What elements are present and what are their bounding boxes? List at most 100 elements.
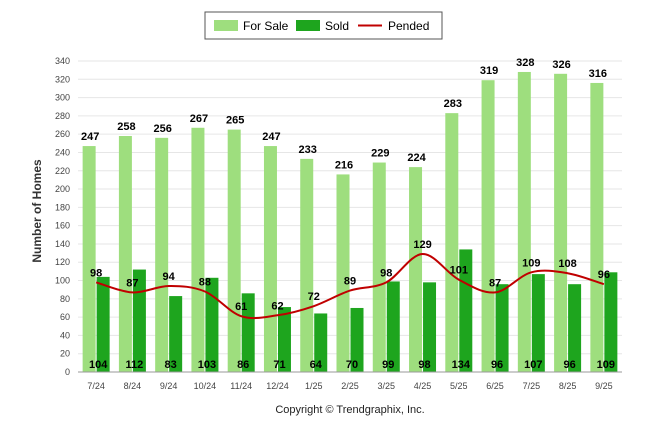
x-tick-label: 9/24 bbox=[160, 381, 178, 391]
label-sold: 112 bbox=[126, 359, 144, 371]
y-tick-label: 140 bbox=[55, 239, 70, 249]
label-pended: 94 bbox=[163, 271, 176, 283]
label-pended: 62 bbox=[271, 300, 283, 312]
bar-sold bbox=[568, 284, 582, 372]
bar-sold bbox=[386, 281, 400, 372]
bar-for-sale bbox=[554, 73, 568, 373]
label-for-sale: 233 bbox=[299, 144, 317, 156]
y-tick-label: 20 bbox=[60, 349, 70, 359]
bar-for-sale bbox=[155, 137, 169, 372]
pended-line bbox=[95, 253, 605, 320]
bar-for-sale bbox=[372, 162, 386, 372]
bar-sold bbox=[350, 307, 364, 372]
label-pended: 101 bbox=[450, 265, 468, 277]
label-pended: 89 bbox=[344, 276, 356, 288]
y-tick-label: 200 bbox=[55, 184, 70, 194]
x-tick-label: 8/24 bbox=[124, 381, 142, 391]
bar-sold bbox=[459, 249, 473, 372]
y-tick-label: 220 bbox=[55, 166, 70, 176]
y-tick-label: 40 bbox=[60, 330, 70, 340]
line-pended bbox=[95, 253, 605, 320]
bar-for-sale bbox=[227, 129, 241, 372]
x-tick-label: 1/25 bbox=[305, 381, 323, 391]
legend-label-sold: Sold bbox=[325, 19, 349, 33]
label-pended: 87 bbox=[126, 277, 138, 289]
y-tick-label: 60 bbox=[60, 312, 70, 322]
label-sold: 64 bbox=[310, 359, 323, 371]
data-labels: 247 104 258 112 256 83 267 103 265 86 247 71 233 64 21… bbox=[81, 57, 615, 371]
bar-sold bbox=[423, 282, 437, 372]
bar-sold bbox=[277, 307, 291, 372]
label-pended: 98 bbox=[90, 267, 102, 279]
x-tick-label: 11/24 bbox=[230, 381, 252, 391]
bar-for-sale bbox=[517, 71, 531, 372]
label-for-sale: 224 bbox=[407, 152, 426, 164]
bar-for-sale bbox=[336, 174, 350, 372]
x-tick-label: 7/24 bbox=[87, 381, 105, 391]
bar-sold bbox=[531, 274, 545, 372]
y-tick-label: 280 bbox=[55, 111, 70, 121]
x-tick-label: 12/24 bbox=[266, 381, 289, 391]
x-tick-label: 5/25 bbox=[450, 381, 468, 391]
label-for-sale: 258 bbox=[117, 121, 135, 133]
label-for-sale: 247 bbox=[262, 131, 280, 143]
label-for-sale: 326 bbox=[552, 59, 570, 71]
label-pended: 96 bbox=[598, 269, 610, 281]
label-sold: 103 bbox=[198, 359, 216, 371]
x-tick-label: 4/25 bbox=[414, 381, 432, 391]
label-pended: 109 bbox=[522, 257, 540, 269]
bar-sold bbox=[495, 284, 509, 372]
label-for-sale: 283 bbox=[444, 98, 462, 110]
legend-swatch-sold bbox=[296, 20, 320, 31]
label-pended: 88 bbox=[199, 277, 211, 289]
bar-for-sale bbox=[118, 136, 132, 372]
legend bbox=[204, 11, 443, 40]
label-for-sale: 267 bbox=[190, 113, 208, 125]
y-tick-label: 260 bbox=[55, 129, 70, 139]
bar-sold bbox=[96, 276, 110, 372]
bar-for-sale bbox=[481, 80, 495, 372]
label-for-sale: 216 bbox=[335, 159, 353, 171]
x-tick-label: 9/25 bbox=[595, 381, 613, 391]
x-tick-label: 2/25 bbox=[341, 381, 359, 391]
bar-for-sale bbox=[263, 146, 277, 372]
label-sold: 96 bbox=[491, 359, 503, 371]
legend-label-pended: Pended bbox=[388, 19, 429, 33]
bar-for-sale bbox=[300, 158, 314, 372]
label-pended: 98 bbox=[380, 267, 392, 279]
label-sold: 86 bbox=[237, 359, 249, 371]
bar-sold bbox=[132, 269, 146, 372]
label-sold: 70 bbox=[346, 359, 358, 371]
copyright-footer: Copyright © Trendgraphix, Inc. bbox=[275, 404, 424, 416]
y-tick-label: 340 bbox=[55, 56, 70, 66]
bar-sold bbox=[241, 293, 255, 372]
bar-sold bbox=[604, 272, 618, 372]
label-for-sale: 319 bbox=[480, 65, 498, 77]
label-sold: 134 bbox=[452, 359, 471, 371]
label-for-sale: 247 bbox=[81, 131, 99, 143]
y-tick-label: 240 bbox=[55, 147, 70, 157]
bars bbox=[82, 71, 618, 373]
y-tick-label: 100 bbox=[55, 276, 70, 286]
legend-swatch-for-sale bbox=[214, 20, 238, 31]
x-tick-label: 7/25 bbox=[523, 381, 541, 391]
bar-sold bbox=[205, 277, 219, 372]
label-pended: 87 bbox=[489, 277, 501, 289]
y-tick-label: 120 bbox=[55, 257, 70, 267]
bar-for-sale bbox=[445, 113, 459, 372]
y-tick-label: 160 bbox=[55, 221, 70, 231]
y-tick-label: 300 bbox=[55, 93, 70, 103]
gridlines bbox=[78, 60, 622, 373]
x-tick-label: 8/25 bbox=[559, 381, 577, 391]
legend-label-for-sale: For Sale bbox=[243, 19, 289, 33]
y-axis-ticks: 0 20 40 60 80 100 120 140 160 180 200 220 240 260 280 3… bbox=[55, 56, 70, 377]
label-sold: 99 bbox=[382, 359, 394, 371]
label-for-sale: 256 bbox=[153, 123, 171, 135]
label-sold: 71 bbox=[273, 359, 285, 371]
y-tick-label: 320 bbox=[55, 74, 70, 84]
label-sold: 98 bbox=[418, 359, 430, 371]
x-tick-label: 3/25 bbox=[378, 381, 396, 391]
x-tick-label: 6/25 bbox=[486, 381, 504, 391]
label-for-sale: 328 bbox=[516, 57, 534, 69]
